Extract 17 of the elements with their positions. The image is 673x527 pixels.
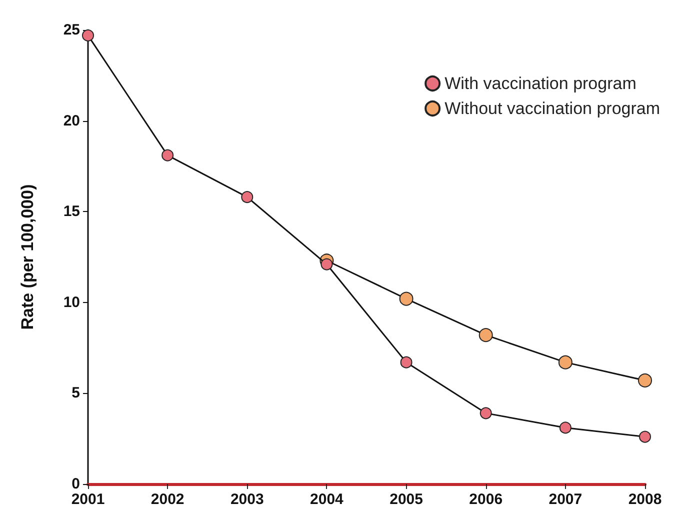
x-tick-label: 2003 [230, 491, 264, 508]
y-tick-label: 5 [72, 384, 80, 402]
y-tick-label: 10 [63, 294, 80, 311]
legend-label: With vaccination program [444, 74, 636, 93]
y-tick-label: 25 [63, 22, 80, 38]
x-tick-label: 2006 [469, 491, 503, 508]
x-tick-label: 2002 [150, 491, 184, 508]
legend-label: Without vaccination program [444, 99, 660, 118]
x-tick-label: 2001 [71, 491, 105, 508]
y-tick-label: 15 [63, 203, 80, 220]
y-tick-label: 0 [72, 476, 80, 492]
x-tick-label: 2007 [548, 491, 582, 508]
x-tick-label: 2004 [310, 491, 344, 508]
x-tick-label: 2008 [628, 491, 662, 508]
y-axis-title: Rate (per 100,000) [18, 184, 37, 330]
x-tick-label: 2005 [390, 491, 423, 508]
y-tick-label: 20 [63, 112, 80, 130]
